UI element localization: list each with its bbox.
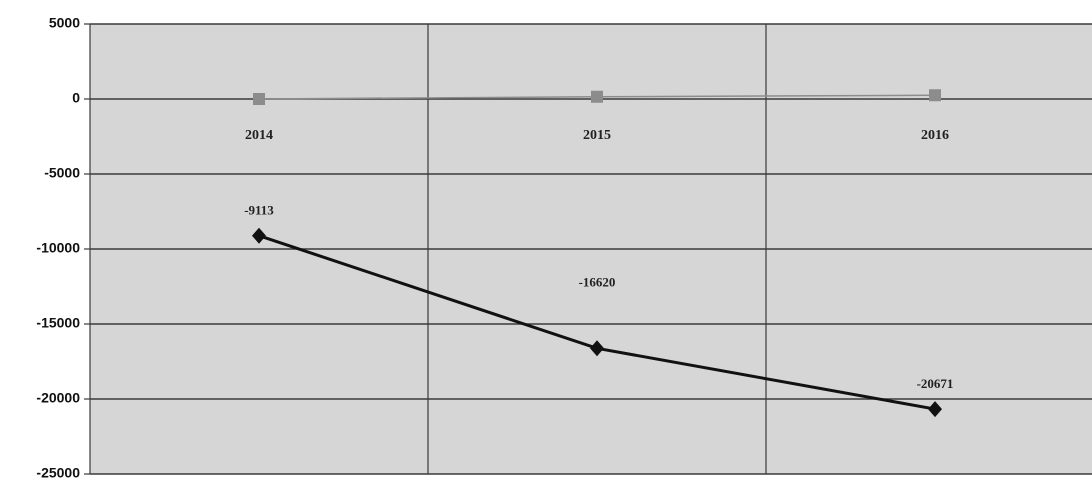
x-tick-label: 2015 bbox=[583, 128, 611, 143]
y-tick-label: -10000 bbox=[36, 240, 80, 256]
x-tick-label: 2014 bbox=[245, 128, 273, 143]
y-tick-label: 0 bbox=[72, 90, 80, 106]
point-marker bbox=[253, 93, 265, 105]
point-marker bbox=[591, 90, 603, 103]
y-tick-label: -20000 bbox=[36, 390, 80, 406]
y-tick-label: -15000 bbox=[36, 315, 80, 331]
data-label: -16620 bbox=[579, 274, 616, 289]
y-tick-label: -25000 bbox=[36, 465, 80, 481]
point-marker bbox=[590, 340, 604, 357]
point-marker bbox=[928, 401, 942, 418]
data-label: -9113 bbox=[244, 203, 274, 218]
point-marker bbox=[252, 227, 266, 244]
x-tick-label: 2016 bbox=[921, 128, 949, 143]
y-tick-label: -5000 bbox=[44, 165, 80, 181]
point-marker bbox=[929, 89, 941, 102]
y-tick-label: 5000 bbox=[49, 15, 80, 31]
data-label: -20671 bbox=[917, 376, 954, 391]
